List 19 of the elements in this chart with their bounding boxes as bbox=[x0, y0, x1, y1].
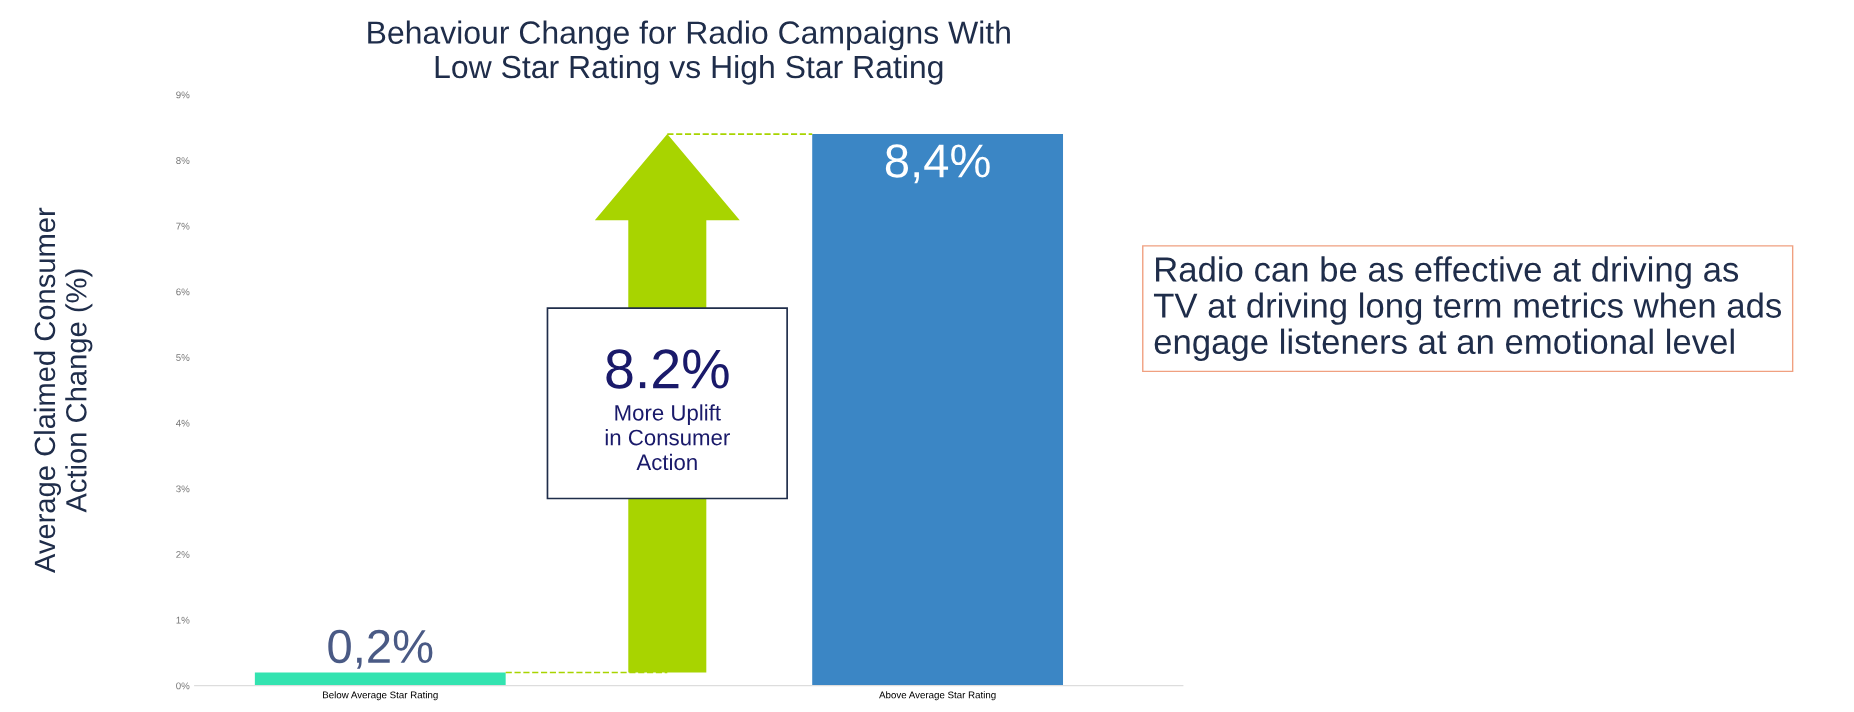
y-tick-label: 5% bbox=[176, 354, 190, 361]
annotation: Radio can be as effective at driving as TV at driving long term metrics when ads engage listeners at an emotional level bbox=[1153, 256, 1782, 361]
chart-title: Behaviour Change for Radio Campaigns With Low Star Rating vs High Star Rating bbox=[368, 20, 1010, 85]
y-tick-label: 1% bbox=[176, 616, 190, 624]
x-tick-label: Below Average Star Rating bbox=[323, 691, 438, 701]
y-tick-label: 6% bbox=[176, 288, 190, 296]
x-tick-label: Above Average Star Rating bbox=[879, 691, 996, 701]
data-label: 0,2% bbox=[328, 629, 433, 669]
y-tick-label: 7% bbox=[176, 222, 190, 230]
y-tick-label: 3% bbox=[176, 485, 190, 493]
data-label: 8,4% bbox=[885, 144, 990, 184]
annotation: 8.2% bbox=[606, 349, 729, 389]
annotation: More Uplift in Consumer Action bbox=[605, 404, 730, 471]
y-axis-title: Average Claimed Consumer Action Change (%) bbox=[33, 207, 93, 574]
y-tick-label: 0% bbox=[176, 682, 190, 690]
y-tick-label: 8% bbox=[176, 157, 190, 164]
y-tick-label: 4% bbox=[175, 419, 190, 427]
y-tick-label: 9% bbox=[176, 91, 190, 99]
y-tick-label: 2% bbox=[176, 551, 190, 558]
